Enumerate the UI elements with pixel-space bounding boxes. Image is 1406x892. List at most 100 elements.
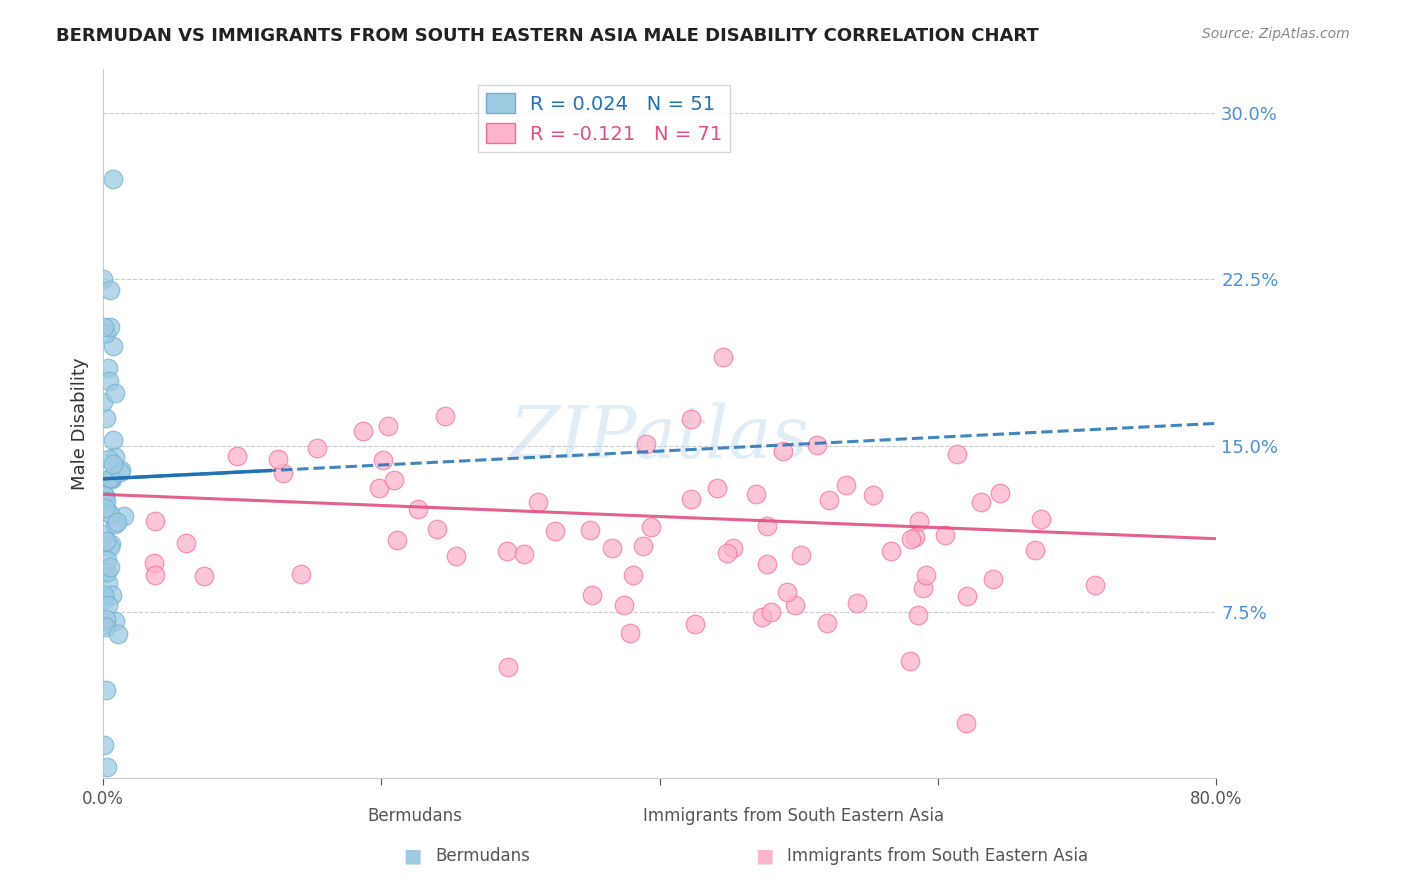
Point xyxy=(93,526,115,541)
Point xyxy=(91,272,114,286)
Point xyxy=(100,560,122,574)
Point xyxy=(382,473,405,487)
Point xyxy=(96,553,118,567)
Point xyxy=(97,505,120,519)
Point xyxy=(815,615,838,630)
Point xyxy=(640,519,662,533)
Point xyxy=(634,436,657,450)
Point xyxy=(934,528,956,542)
Point xyxy=(93,489,115,503)
Text: ZIPatlas: ZIPatlas xyxy=(510,402,810,473)
Point xyxy=(772,443,794,458)
Point xyxy=(862,488,884,502)
Point xyxy=(103,172,125,186)
Point xyxy=(759,605,782,619)
Text: Immigrants from South Eastern Asia: Immigrants from South Eastern Asia xyxy=(643,807,943,825)
Point xyxy=(721,541,744,556)
Point xyxy=(94,682,117,697)
Point xyxy=(776,584,799,599)
Point xyxy=(751,610,773,624)
Point xyxy=(912,581,935,595)
Point xyxy=(108,465,131,479)
Point xyxy=(716,546,738,560)
Point xyxy=(91,565,114,579)
Point xyxy=(711,350,734,364)
Point xyxy=(97,451,120,466)
Point xyxy=(98,540,121,554)
Point xyxy=(107,627,129,641)
Point xyxy=(94,620,117,634)
Point xyxy=(527,495,550,509)
Point xyxy=(98,507,121,521)
Text: BERMUDAN VS IMMIGRANTS FROM SOUTH EASTERN ASIA MALE DISABILITY CORRELATION CHART: BERMUDAN VS IMMIGRANTS FROM SOUTH EASTER… xyxy=(56,27,1039,45)
Point xyxy=(93,319,115,334)
Point xyxy=(904,530,927,544)
Point xyxy=(706,482,728,496)
Point xyxy=(956,589,979,603)
Point xyxy=(97,575,120,590)
Point xyxy=(783,599,806,613)
Text: ■: ■ xyxy=(404,847,422,866)
Point xyxy=(806,438,828,452)
Point xyxy=(97,374,120,388)
Point xyxy=(176,536,198,550)
Point xyxy=(101,588,124,602)
Point xyxy=(98,319,121,334)
Point xyxy=(790,548,813,562)
Point xyxy=(226,449,249,463)
Point xyxy=(387,533,409,548)
Point xyxy=(631,539,654,553)
Point xyxy=(907,608,929,623)
Point xyxy=(97,598,120,612)
Point xyxy=(98,283,121,297)
Point xyxy=(93,588,115,602)
Point xyxy=(496,660,519,674)
Point xyxy=(101,457,124,471)
Point xyxy=(496,544,519,558)
Point xyxy=(94,534,117,549)
Point xyxy=(101,339,124,353)
Point xyxy=(98,471,121,485)
Text: ■: ■ xyxy=(755,847,773,866)
Point xyxy=(104,614,127,628)
Point xyxy=(915,568,938,582)
Text: Bermudans: Bermudans xyxy=(436,847,530,865)
Point xyxy=(93,394,115,409)
Point xyxy=(267,452,290,467)
Text: Bermudans: Bermudans xyxy=(367,807,463,825)
Point xyxy=(101,433,124,447)
Point xyxy=(273,467,295,481)
Point xyxy=(818,493,841,508)
Point xyxy=(96,565,118,579)
Point xyxy=(377,419,399,434)
Point xyxy=(600,541,623,556)
Point xyxy=(94,612,117,626)
Point xyxy=(143,514,166,528)
Point xyxy=(93,618,115,632)
Point xyxy=(352,424,374,438)
Point xyxy=(1084,578,1107,592)
Point xyxy=(679,412,702,426)
Point xyxy=(846,596,869,610)
Point xyxy=(946,447,969,461)
Point xyxy=(745,487,768,501)
Point xyxy=(103,516,125,531)
Point xyxy=(900,533,922,547)
Point xyxy=(193,569,215,583)
Point xyxy=(1031,512,1053,526)
Text: Immigrants from South Eastern Asia: Immigrants from South Eastern Asia xyxy=(787,847,1088,865)
Point xyxy=(290,567,312,582)
Point xyxy=(621,567,644,582)
Point xyxy=(579,524,602,538)
Point xyxy=(110,463,132,477)
Point xyxy=(406,501,429,516)
Point xyxy=(96,326,118,340)
Point xyxy=(756,557,779,571)
Point xyxy=(955,715,977,730)
Point xyxy=(879,544,901,558)
Point xyxy=(679,491,702,506)
Legend: R = 0.024   N = 51, R = -0.121   N = 71: R = 0.024 N = 51, R = -0.121 N = 71 xyxy=(478,86,730,152)
Point xyxy=(581,588,603,602)
Point xyxy=(544,524,567,538)
Point xyxy=(756,519,779,533)
